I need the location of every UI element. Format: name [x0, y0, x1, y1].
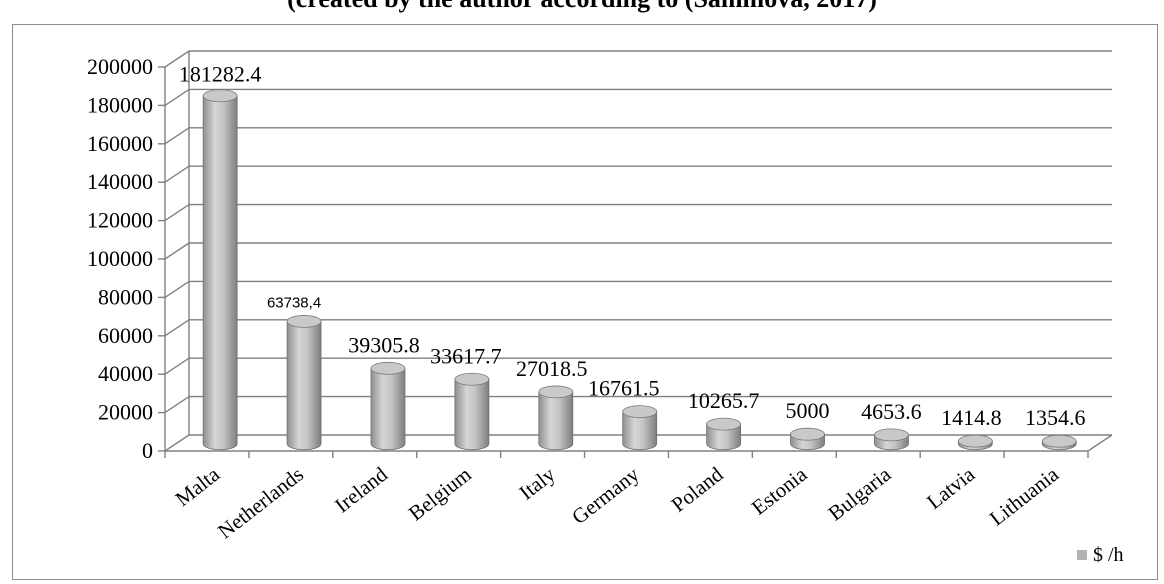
side-gridline: [164, 204, 190, 222]
legend-label: $ /h: [1093, 544, 1124, 566]
bar-top: [957, 434, 993, 448]
x-tick-label: Belgium: [404, 462, 476, 525]
legend-swatch: [1077, 550, 1087, 560]
bar-body: [706, 423, 742, 451]
y-tick-label: 180000: [87, 92, 153, 117]
data-label: 39305.8: [348, 332, 420, 357]
y-tick-label: 40000: [98, 361, 153, 386]
bar-germany: [622, 405, 658, 451]
bar-top: [202, 89, 238, 103]
y-tick-label: 20000: [98, 400, 153, 425]
data-label: 63738,4: [267, 294, 321, 311]
bar-top: [622, 405, 658, 419]
bar-body: [286, 321, 322, 451]
floor-right-edge: [1087, 434, 1113, 452]
bar-estonia: [790, 427, 825, 451]
data-label: 27018.5: [516, 356, 588, 381]
bar-bulgaria: [874, 428, 909, 451]
x-tick-label: Italy: [515, 462, 560, 505]
bar-latvia: [957, 434, 993, 451]
bar-lithuania: [1041, 434, 1077, 451]
x-tick-label: Ireland: [330, 462, 392, 518]
side-gridline: [164, 319, 190, 337]
side-gridline: [164, 127, 190, 145]
bar-top: [1041, 434, 1077, 448]
bar-body: [622, 411, 658, 451]
data-label: 10265.7: [688, 388, 760, 413]
data-label: 16761.5: [588, 376, 660, 401]
y-tick-label: 120000: [87, 208, 153, 233]
y-tick-label: 100000: [87, 246, 153, 271]
bar-belgium: [454, 372, 490, 451]
bar-body: [538, 391, 574, 451]
y-tick-label: 60000: [98, 323, 153, 348]
bar-malta: [202, 89, 238, 451]
side-gridline: [164, 357, 190, 375]
x-tick-label: Lithuania: [985, 462, 1064, 531]
bar-top: [538, 385, 574, 399]
x-tick-label: Bulgaria: [824, 462, 896, 526]
data-label: 1414.8: [941, 405, 1002, 430]
side-gridline: [164, 434, 190, 452]
x-tick-label: Malta: [171, 462, 225, 511]
data-label: 33617.7: [430, 343, 502, 368]
side-gridline: [164, 88, 190, 106]
side-gridline: [164, 242, 190, 260]
bar-body: [370, 367, 406, 451]
bar-italy: [538, 385, 574, 451]
bar-netherlands: [286, 315, 322, 451]
bar-top: [790, 427, 825, 441]
side-gridline: [164, 50, 190, 68]
x-tick-label: Latvia: [922, 462, 980, 514]
x-tick-label: Germany: [567, 462, 644, 529]
data-label: 5000: [786, 398, 830, 423]
bar-top: [370, 361, 406, 375]
bar-body: [202, 95, 238, 451]
y-tick-label: 160000: [87, 131, 153, 156]
data-label: 1354.6: [1025, 405, 1086, 430]
y-tick-label: 200000: [87, 54, 153, 79]
side-gridline: [164, 280, 190, 298]
bar-body: [454, 378, 490, 451]
side-gridline: [164, 165, 190, 183]
x-tick-label: Netherlands: [213, 462, 308, 543]
bar-poland: [706, 417, 742, 451]
figure-caption: (created by the author according to (Sam…: [0, 0, 1164, 14]
y-tick-label: 0: [142, 438, 153, 463]
y-tick-label: 80000: [98, 284, 153, 309]
bar-top: [454, 372, 490, 386]
data-label: 4653.6: [861, 399, 922, 424]
bar-top: [874, 428, 909, 442]
side-gridline: [164, 396, 190, 414]
data-label: 181282.4: [179, 62, 262, 87]
x-tick-label: Poland: [667, 462, 728, 517]
bar-ireland: [370, 361, 406, 451]
x-tick-label: Estonia: [747, 462, 812, 520]
bar-top: [286, 315, 322, 328]
bar-top: [706, 417, 742, 431]
chart-frame: [12, 24, 1158, 580]
y-tick-label: 140000: [87, 169, 153, 194]
